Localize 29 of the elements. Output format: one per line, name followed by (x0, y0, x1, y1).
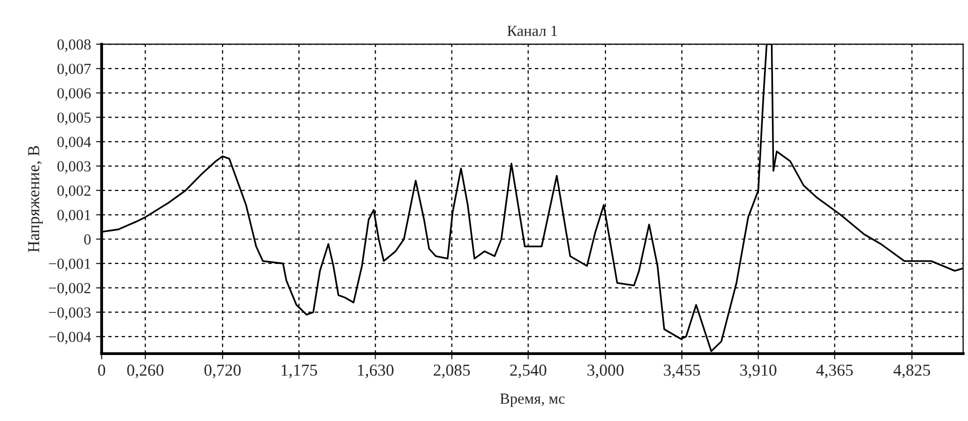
y-tick-label: 0,005 (57, 112, 91, 125)
line-series (102, 44, 964, 352)
y-tick-label: 0,003 (57, 161, 91, 174)
y-tick-label: 0,007 (57, 64, 91, 76)
x-tick-label: 2,085 (434, 364, 470, 378)
y-tick-label: 0,001 (57, 210, 90, 222)
x-tick-label: 3,455 (664, 364, 700, 378)
x-tick-label: 0,260 (127, 364, 164, 378)
x-tick-label: 4,825 (894, 364, 930, 378)
y-axis-title: Напряжение, В (28, 146, 43, 252)
y-tick-label: 0,008 (57, 39, 91, 52)
x-tick-label: 3,910 (740, 364, 776, 378)
y-tick-label: 0,004 (57, 136, 91, 150)
chart-title: Канал 1 (507, 26, 557, 36)
y-tick-label: −0,002 (48, 282, 90, 296)
x-tick-label: 1,175 (282, 364, 318, 378)
x-tick-label: 1,630 (358, 364, 394, 378)
x-tick-label: 2,540 (510, 364, 546, 378)
y-tick-label: 0 (84, 234, 91, 245)
x-tick-label: 0 (98, 364, 106, 376)
y-tick-label: −0,001 (48, 258, 90, 272)
y-tick-label: −0,003 (48, 307, 91, 320)
x-tick-label: 4,365 (816, 364, 853, 378)
y-tick-label: 0,006 (57, 88, 91, 101)
y-tick-label: 0,002 (57, 186, 90, 198)
x-axis-title: Время, мс (500, 394, 565, 407)
y-tick-label: −0,004 (48, 332, 91, 344)
x-tick-label: 0,720 (204, 364, 241, 378)
x-tick-label: 3,000 (588, 364, 624, 378)
